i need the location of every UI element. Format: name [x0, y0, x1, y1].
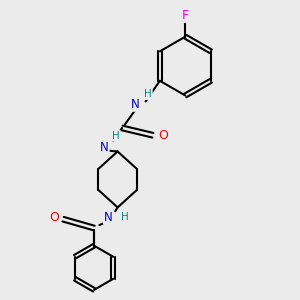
Text: N: N — [131, 98, 140, 111]
Text: O: O — [158, 129, 168, 142]
Text: N: N — [104, 211, 112, 224]
Text: H: H — [121, 212, 129, 221]
Text: H: H — [112, 131, 120, 141]
Text: H: H — [144, 89, 152, 99]
Text: O: O — [50, 211, 59, 224]
Text: N: N — [100, 141, 109, 154]
Text: F: F — [182, 9, 189, 22]
